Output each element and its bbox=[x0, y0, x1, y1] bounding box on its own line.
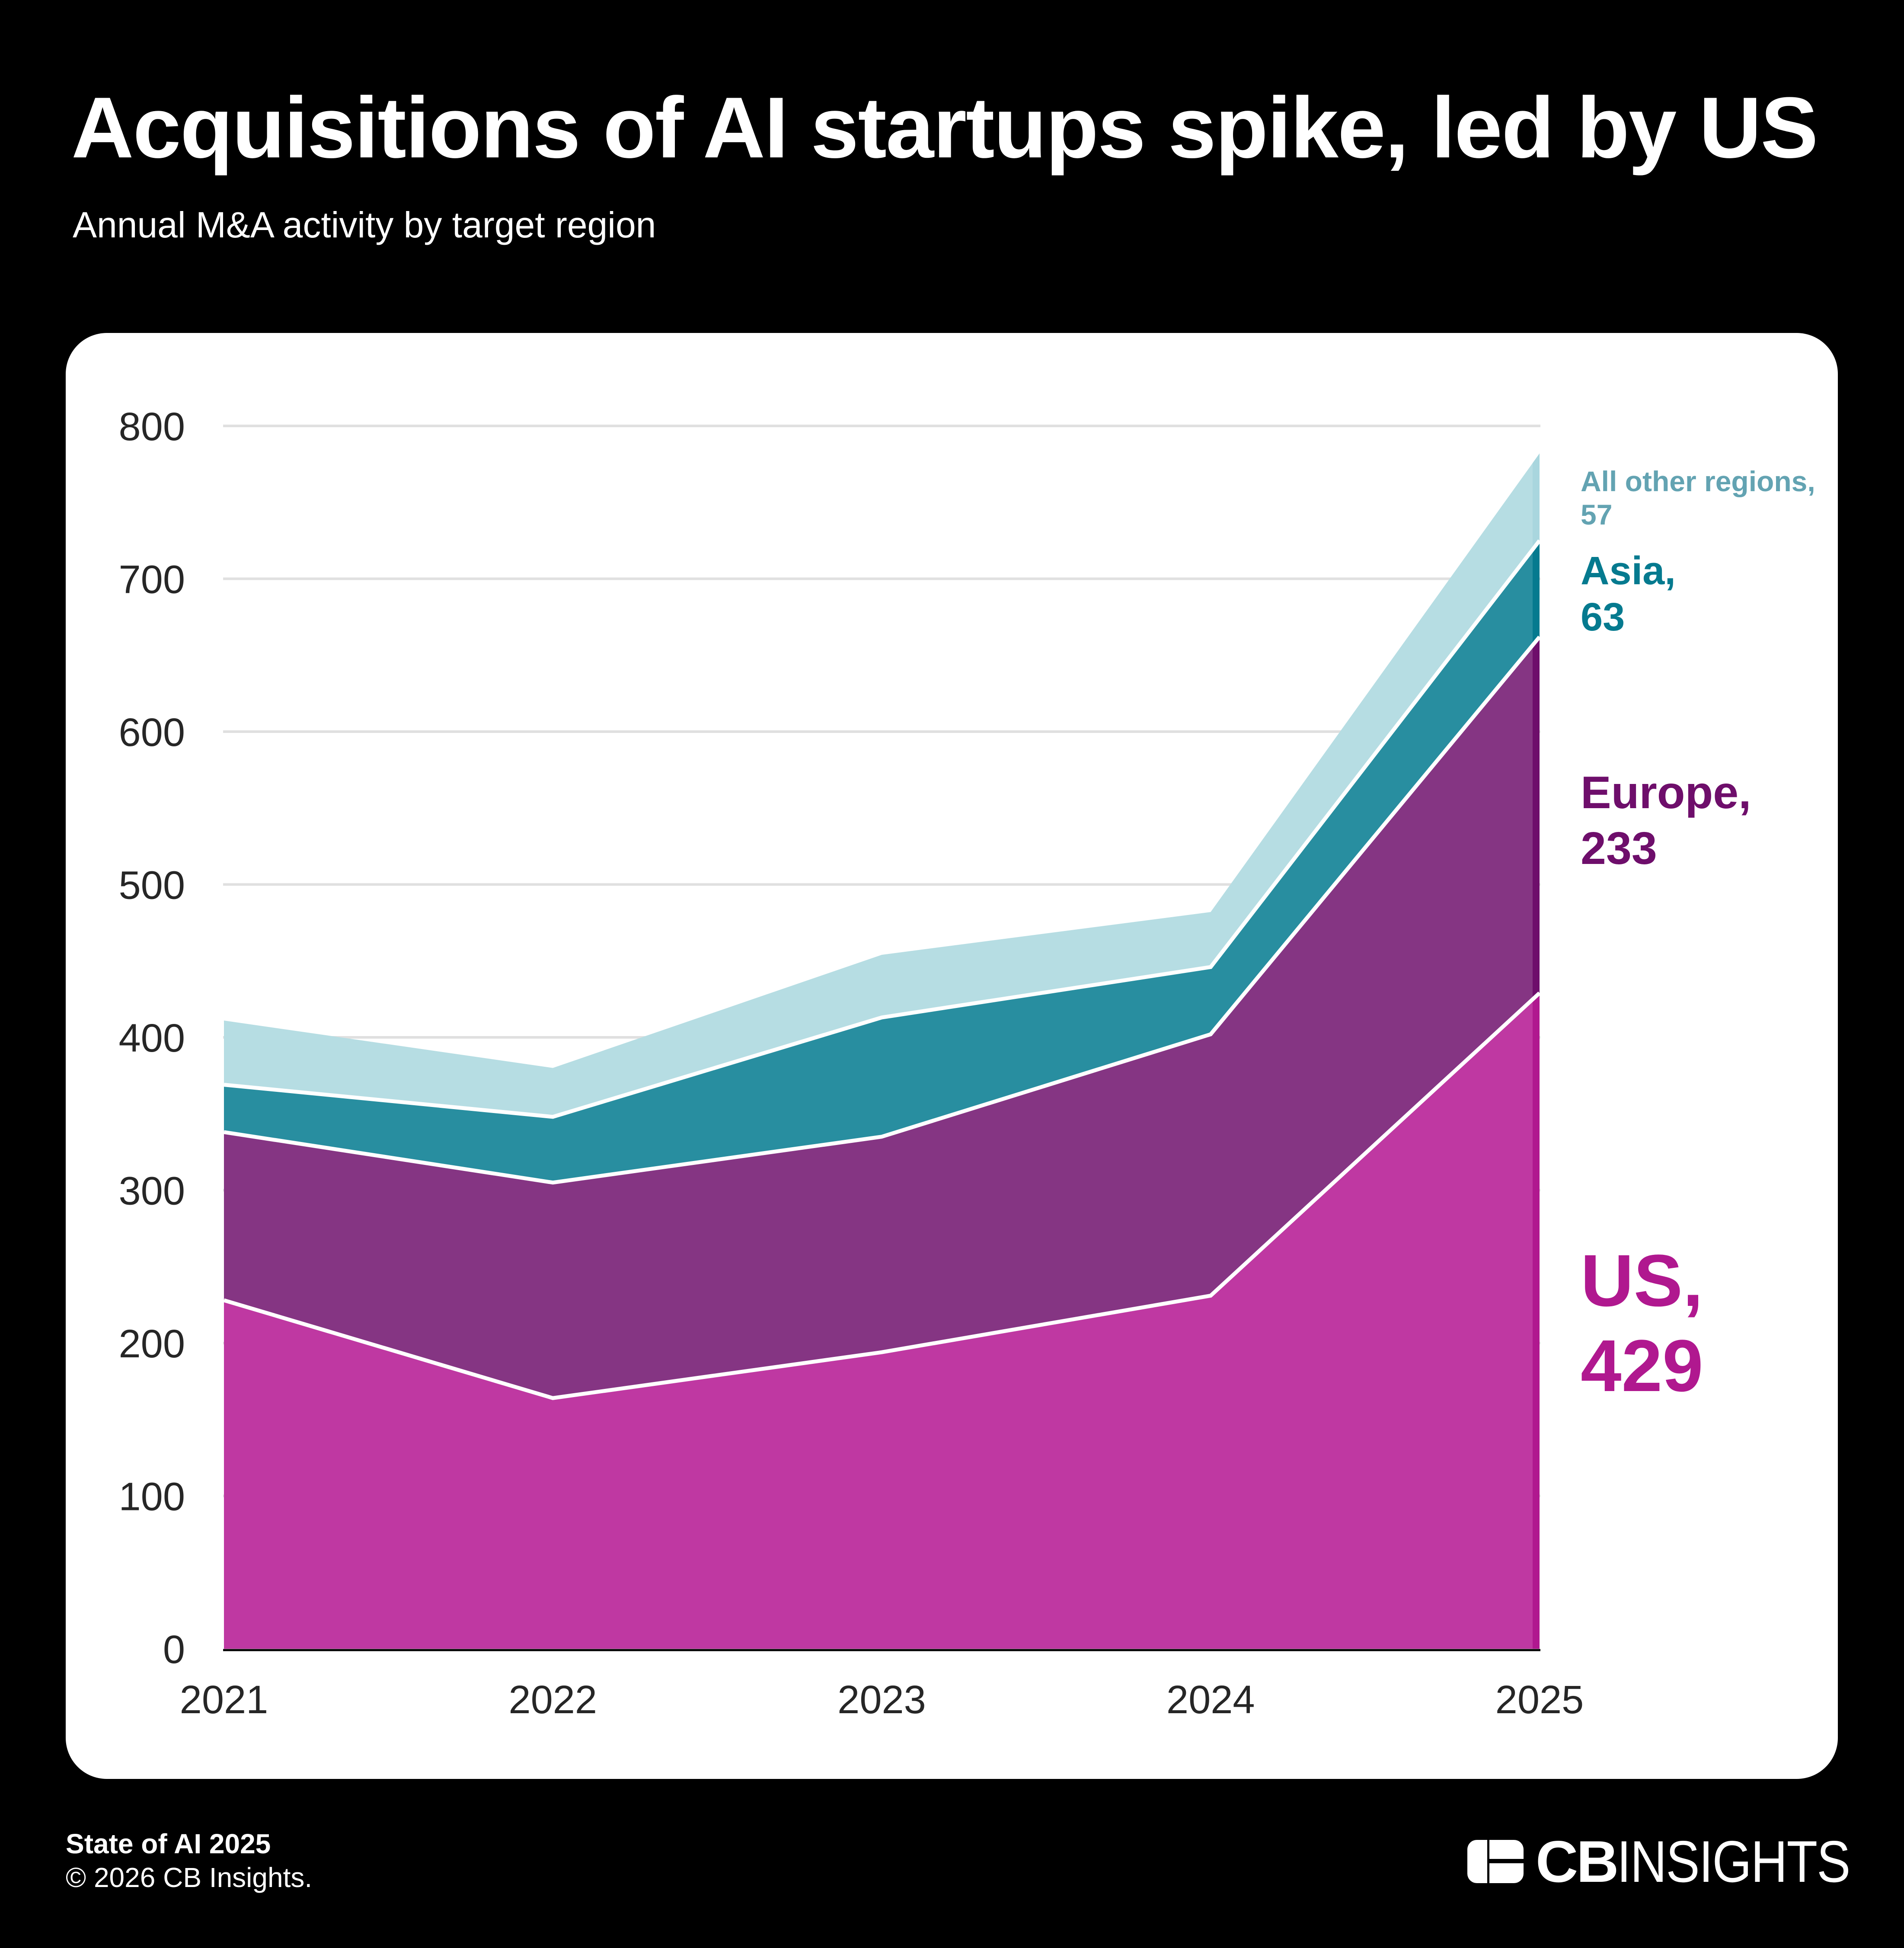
area-end-highlight-asia bbox=[1533, 541, 1540, 646]
chart-title: Acquisitions of AI startups spike, led b… bbox=[71, 80, 1818, 176]
y-tick-label-0: 0 bbox=[163, 1628, 185, 1672]
y-tick-label-200: 200 bbox=[119, 1322, 185, 1366]
y-axis-tick-labels: 0 100 200 300 400 500 600 700 800 bbox=[119, 405, 185, 1672]
area-asia bbox=[224, 541, 1540, 1183]
y-tick-label-600: 600 bbox=[119, 710, 185, 755]
area-end-highlight-us bbox=[1533, 993, 1540, 1649]
x-axis-tick-labels: 2021 2022 2023 2024 2025 bbox=[180, 1678, 1584, 1722]
logo-text-cb: CB bbox=[1536, 1829, 1619, 1894]
y-tick-label-300: 300 bbox=[119, 1169, 185, 1213]
x-tick-label-2022: 2022 bbox=[508, 1678, 597, 1722]
x-tick-label-2023: 2023 bbox=[837, 1678, 926, 1722]
area-europe bbox=[224, 637, 1540, 1398]
area-end-highlight-all-other-regions bbox=[1533, 453, 1540, 550]
y-tick-label-700: 700 bbox=[119, 558, 185, 602]
boundary-line-us bbox=[223, 992, 1541, 1400]
y-tick-label-100: 100 bbox=[119, 1475, 185, 1519]
y-tick-label-800: 800 bbox=[119, 405, 185, 449]
cb-insights-logo-icon bbox=[1467, 1840, 1524, 1883]
boundary-line-europe bbox=[224, 635, 1541, 1185]
x-tick-label-2025: 2025 bbox=[1495, 1678, 1584, 1722]
series-label-asia-name: Asia, bbox=[1581, 549, 1676, 593]
boundary-line-asia bbox=[224, 539, 1541, 1119]
series-label-us-value: 429 bbox=[1581, 1325, 1703, 1407]
chart-subtitle: Annual M&A activity by target region bbox=[73, 205, 656, 245]
x-tick-label-2021: 2021 bbox=[180, 1678, 268, 1722]
series-label-europe-value: 233 bbox=[1581, 823, 1657, 874]
series-label-all-other-regions-name: All other regions, bbox=[1581, 465, 1815, 497]
area-end-highlight-europe bbox=[1533, 637, 1540, 1000]
y-tick-label-400: 400 bbox=[119, 1016, 185, 1060]
area-all-other-regions bbox=[224, 453, 1540, 1117]
series-label-europe-name: Europe, bbox=[1581, 767, 1751, 818]
logo-text-insights: INSIGHTS bbox=[1617, 1829, 1850, 1894]
series-label-asia-value: 63 bbox=[1581, 595, 1625, 639]
copyright-text: © 2026 CB Insights. bbox=[66, 1862, 313, 1893]
area-series bbox=[224, 453, 1540, 1649]
area-us bbox=[224, 993, 1540, 1649]
series-boundary-lines bbox=[223, 539, 1541, 1400]
x-tick-label-2024: 2024 bbox=[1166, 1678, 1255, 1722]
series-direct-labels: US,429 Europe,233 Asia,63 All other regions… bbox=[1581, 465, 1815, 1407]
series-label-us-name: US, bbox=[1581, 1240, 1703, 1322]
source-label: State of AI 2025 bbox=[66, 1828, 271, 1859]
y-tick-label-500: 500 bbox=[119, 864, 185, 908]
series-label-all-other-regions-value: 57 bbox=[1581, 499, 1612, 531]
cb-insights-logo: CB INSIGHTS bbox=[1467, 1832, 1888, 1891]
